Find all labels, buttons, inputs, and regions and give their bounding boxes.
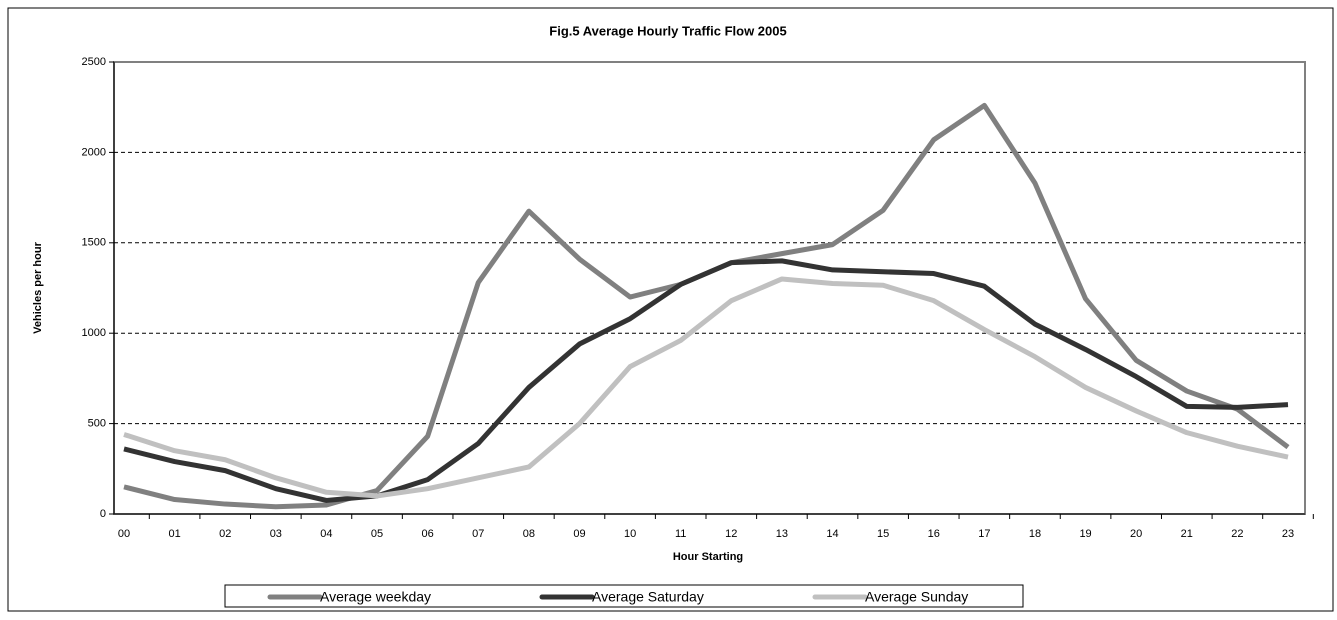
x-tick-label: 08 (523, 528, 535, 540)
x-tick-label: 01 (168, 528, 180, 540)
x-tick-label: 20 (1130, 528, 1142, 540)
x-tick-label: 12 (725, 528, 737, 540)
x-tick-label: 14 (826, 528, 838, 540)
y-tick-label: 1000 (82, 327, 106, 339)
x-tick-label: 15 (877, 528, 889, 540)
series-line (123, 276, 1289, 499)
y-axis-label: Vehicles per hour (32, 241, 44, 333)
x-tick-label: 02 (219, 528, 231, 540)
plot-area (113, 61, 1306, 515)
x-tick-label: 22 (1231, 528, 1243, 540)
y-tick-label: 1500 (82, 237, 106, 249)
legend-label: Average weekday (320, 589, 431, 605)
x-tick-label: 18 (1029, 528, 1041, 540)
x-tick-label: 03 (270, 528, 282, 540)
y-tick-label: 500 (88, 418, 106, 430)
legend-box (224, 584, 1024, 608)
x-tick-label: 00 (118, 528, 130, 540)
x-tick-label: 10 (624, 528, 636, 540)
x-tick-label: 13 (776, 528, 788, 540)
x-tick-label: 19 (1079, 528, 1091, 540)
legend-label: Average Sunday (865, 589, 968, 605)
x-tick-label: 21 (1181, 528, 1193, 540)
x-tick-label: 07 (472, 528, 484, 540)
x-tick-label: 05 (371, 528, 383, 540)
chart-title: Fig.5 Average Hourly Traffic Flow 2005 (549, 23, 786, 38)
y-tick-label: 0 (100, 508, 106, 520)
x-tick-label: 23 (1282, 528, 1294, 540)
x-tick-label: 09 (573, 528, 585, 540)
x-tick-label: 17 (978, 528, 990, 540)
x-tick-label: 16 (928, 528, 940, 540)
y-tick-label: 2500 (82, 56, 106, 68)
x-tick-label: 11 (675, 528, 686, 540)
x-tick-label: 04 (320, 528, 332, 540)
x-tick-label: 06 (422, 528, 434, 540)
series-line (123, 258, 1289, 503)
legend-label: Average Saturday (592, 589, 704, 605)
y-tick-label: 2000 (82, 146, 106, 158)
x-axis-label: Hour Starting (673, 551, 743, 563)
